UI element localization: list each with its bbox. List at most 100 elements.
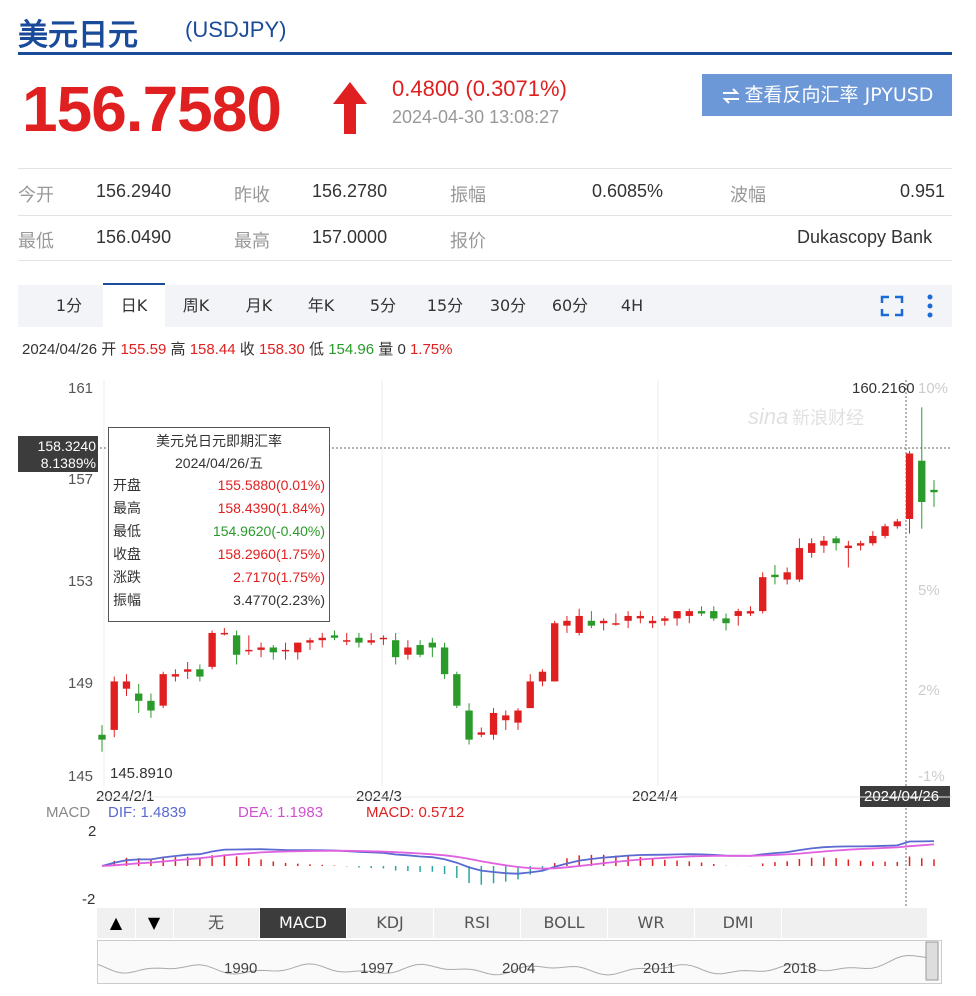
nav-year: 2018 [783, 960, 816, 977]
pct-tick: 5% [918, 582, 940, 599]
cursor-price: 158.3240 [38, 438, 97, 454]
tab-60min[interactable]: 60分 [551, 296, 589, 315]
macd-y-tick: 2 [88, 823, 96, 840]
ohlc-low-label: 低 [309, 341, 325, 358]
tab-1min[interactable]: 1分 [55, 296, 83, 315]
time-navigator[interactable]: 1990 1997 2004 2011 2018 [97, 940, 942, 984]
update-timestamp: 2024-04-30 13:08:27 [392, 107, 560, 127]
pct-tick: 10% [918, 380, 948, 397]
tab-5min[interactable]: 5分 [369, 296, 397, 315]
up-arrow-icon [333, 82, 367, 134]
tab-yearly-k[interactable]: 年K [307, 296, 335, 315]
candle-body [795, 548, 804, 580]
tt-change-value: 2.7170(1.75%) [233, 569, 325, 585]
tab-daily-k[interactable]: 日K [103, 283, 165, 327]
sina-finance-watermark: sina 新浪财经 [748, 404, 864, 429]
candle-body [232, 635, 241, 655]
tab-30min[interactable]: 30分 [489, 296, 527, 315]
candle-body [893, 521, 901, 527]
indicator-tab-boll[interactable]: BOLL [521, 908, 608, 938]
candle-body [196, 669, 204, 677]
candle-body [343, 640, 351, 642]
fullscreen-icon[interactable] [880, 295, 904, 317]
stat-prevclose-value: 156.2780 [312, 181, 388, 201]
candle-body [208, 632, 216, 667]
candle-body [453, 674, 461, 706]
candle-body [147, 700, 155, 711]
candle-body [502, 715, 510, 721]
candle-body [599, 620, 608, 624]
tooltip-date: 2024/04/26/五 [175, 455, 263, 471]
page-title: 美元日元 [18, 18, 138, 53]
scroll-down-button[interactable]: ▼ [135, 908, 174, 938]
stats-mid-rule [18, 215, 952, 216]
candle-body [404, 647, 412, 655]
min-price-label: 145.8910 [110, 765, 173, 782]
candle-body [391, 640, 400, 658]
ohlc-low: 154.96 [328, 341, 375, 358]
symbol-code: (USDJPY) [185, 17, 287, 42]
pct-tick: 2% [918, 682, 940, 699]
nav-year: 2004 [502, 960, 535, 977]
indicator-tab-dmi[interactable]: DMI [695, 908, 782, 938]
swap-icon [722, 87, 739, 104]
ohlc-vol: 0 [397, 341, 406, 358]
ohlc-high-label: 高 [170, 341, 186, 358]
stats-top-rule [18, 168, 952, 169]
ohlc-open: 155.59 [120, 341, 167, 358]
indicator-tab-rsi[interactable]: RSI [434, 908, 521, 938]
ohlc-high: 158.44 [189, 341, 236, 358]
candle-body [551, 623, 559, 682]
candle-body [489, 712, 498, 735]
candle-body [783, 572, 791, 580]
y-tick: 157 [68, 471, 93, 488]
candle-body [269, 647, 277, 653]
candle-body [245, 649, 253, 652]
candle-body [514, 710, 522, 723]
candle-body [636, 615, 645, 619]
scroll-up-button[interactable]: ▲ [97, 908, 136, 938]
indicator-tab-kdj[interactable]: KDJ [347, 908, 434, 938]
tab-4h[interactable]: 4H [620, 296, 644, 315]
tab-monthly-k[interactable]: 月K [245, 296, 273, 315]
title-divider [18, 52, 952, 55]
candle-body [807, 543, 816, 553]
candle-body [563, 620, 571, 626]
candle-body [330, 635, 339, 638]
candle-body [575, 615, 583, 633]
indicator-tab-wr[interactable]: WR [608, 908, 695, 938]
candle-body [710, 611, 718, 619]
candle-body [281, 649, 290, 652]
macd-dea: DEA: 1.1983 [238, 804, 323, 821]
indicator-tab-macd[interactable]: MACD [260, 908, 347, 938]
candle-body [612, 623, 620, 625]
candle-body [759, 577, 767, 612]
more-options-icon[interactable] [924, 293, 936, 319]
stat-high-label: 最高 [234, 231, 270, 252]
navigator-handle[interactable] [925, 941, 939, 981]
candle-body [526, 681, 534, 709]
stat-open-label: 今开 [18, 185, 54, 206]
candle-body [355, 637, 363, 643]
period-tabs: 1分 日K 周K 月K 年K 5分 15分 30分 60分 4H [18, 283, 952, 327]
candle-body [624, 615, 632, 621]
reverse-rate-label: 查看反向汇率 JPYUSD [744, 84, 934, 106]
stat-high-value: 157.0000 [312, 227, 388, 247]
indicator-tab-none[interactable]: 无 [173, 908, 260, 938]
tt-amplitude-value: 3.4770(2.23%) [233, 592, 325, 608]
tab-weekly-k[interactable]: 周K [182, 296, 210, 315]
tooltip-title: 美元兑日元即期汇率 [156, 433, 282, 449]
reverse-rate-button[interactable]: 查看反向汇率 JPYUSD [702, 74, 952, 116]
stat-volatility-value: 0.951 [900, 181, 946, 201]
candle-body [673, 611, 681, 619]
stat-volatility-label: 波幅 [730, 185, 766, 206]
candle-body [648, 620, 657, 624]
candle-body [135, 693, 143, 701]
tt-low-label: 最低 [113, 523, 141, 539]
tab-15min[interactable]: 15分 [426, 296, 464, 315]
candle-body [734, 611, 742, 616]
navigator-history-line [97, 954, 939, 976]
stat-amplitude-label: 振幅 [450, 185, 486, 206]
candle-body [697, 611, 706, 614]
candle-body [905, 453, 914, 519]
